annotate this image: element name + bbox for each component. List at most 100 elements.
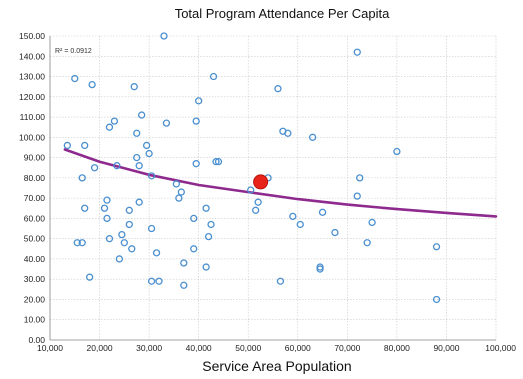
data-point (113, 162, 121, 170)
x-tick-label: 70,000 (334, 343, 360, 353)
y-tick-label: 50.00 (24, 234, 46, 244)
data-point (78, 174, 86, 182)
data-point (363, 239, 371, 247)
data-point (289, 212, 297, 221)
data-point (331, 228, 339, 237)
data-point (103, 196, 111, 204)
data-point (209, 72, 218, 81)
y-tick-label: 90.00 (24, 153, 46, 163)
data-point (175, 194, 183, 202)
x-tick-label: 100,000 (485, 343, 516, 353)
data-point (252, 206, 260, 214)
data-point (353, 48, 361, 56)
data-point (147, 277, 156, 285)
y-tick-label: 40.00 (24, 254, 46, 264)
y-tick-label: 130.00 (19, 72, 45, 82)
data-point (296, 220, 304, 229)
data-point (393, 147, 401, 156)
data-point (100, 204, 109, 212)
data-point (202, 263, 210, 271)
data-point (432, 243, 441, 251)
data-point (212, 158, 220, 166)
data-point (152, 249, 161, 257)
data-point (202, 204, 210, 212)
data-point (318, 208, 327, 216)
data-point (130, 83, 138, 91)
y-tick-label: 70.00 (24, 193, 46, 203)
data-point (147, 172, 156, 180)
data-point (316, 265, 324, 273)
y-tick-label: 0.00 (28, 335, 45, 345)
data-point (254, 198, 262, 206)
data-point (133, 153, 141, 162)
data-point (105, 235, 114, 243)
x-tick-label: 20,000 (87, 343, 113, 353)
y-tick-label: 10.00 (24, 315, 46, 325)
data-point (190, 245, 198, 253)
data-point (78, 239, 86, 247)
data-point (284, 129, 292, 137)
x-tick-label: 30,000 (136, 343, 162, 353)
y-tick-label: 80.00 (24, 173, 46, 183)
x-axis-label: Service Area Population (202, 358, 351, 374)
x-tick-label: 40,000 (186, 343, 212, 353)
data-point (356, 174, 364, 182)
grid (49, 35, 497, 341)
y-tick-label: 30.00 (24, 274, 46, 284)
y-tick-label: 140.00 (19, 51, 45, 61)
data-point (128, 245, 136, 253)
chart-title: Total Program Attendance Per Capita (175, 6, 390, 21)
data-point (135, 198, 143, 206)
y-tick-label: 120.00 (19, 92, 45, 102)
data-point (63, 141, 71, 150)
data-point (207, 220, 215, 229)
y-tick-labels: 0.00 10.00 20.00 30.00 40.00 50.00 60.00 70.00 8… (19, 31, 45, 345)
data-point (276, 277, 285, 285)
data-point (125, 206, 133, 214)
data-point (81, 141, 89, 150)
data-point (204, 232, 213, 241)
r-squared-annotation: R² = 0.0912 (55, 48, 92, 55)
x-tick-label: 90,000 (433, 343, 459, 353)
data-point (120, 239, 128, 247)
highlight-group (253, 174, 269, 190)
data-point (274, 85, 282, 93)
data-point (214, 158, 223, 166)
x-tick-labels: 10,000 20,000 30,000 40,000 50,000 60,000 70,0… (37, 343, 516, 353)
data-point (71, 74, 79, 83)
data-point (73, 239, 81, 247)
data-point (81, 204, 89, 212)
data-point (190, 214, 198, 223)
data-point (105, 123, 114, 131)
data-point (118, 230, 126, 239)
y-tick-label: 60.00 (24, 213, 46, 223)
data-point (308, 133, 317, 141)
data-point (160, 32, 168, 40)
trendline (63, 148, 498, 218)
x-tick-label: 80,000 (384, 343, 410, 353)
x-tick-label: 50,000 (235, 343, 261, 353)
data-point (180, 259, 188, 267)
x-tick-label: 10,000 (37, 343, 63, 353)
data-point (195, 97, 203, 105)
x-tick-label: 60,000 (285, 343, 311, 353)
data-point (85, 273, 94, 281)
data-point (162, 119, 171, 127)
data-point (192, 160, 200, 168)
data-point (110, 117, 119, 125)
data-point (432, 295, 441, 304)
data-point (147, 224, 156, 233)
data-point (125, 220, 133, 229)
data-point (142, 141, 151, 150)
data-point (90, 164, 99, 172)
data-point (103, 214, 111, 223)
y-tick-label: 110.00 (20, 112, 46, 122)
trendline-group (63, 148, 498, 218)
data-point (180, 281, 188, 289)
data-point (135, 162, 143, 170)
y-tick-label: 100.00 (19, 132, 45, 142)
data-point (172, 180, 181, 188)
axes (49, 36, 496, 341)
data-point (368, 218, 376, 227)
